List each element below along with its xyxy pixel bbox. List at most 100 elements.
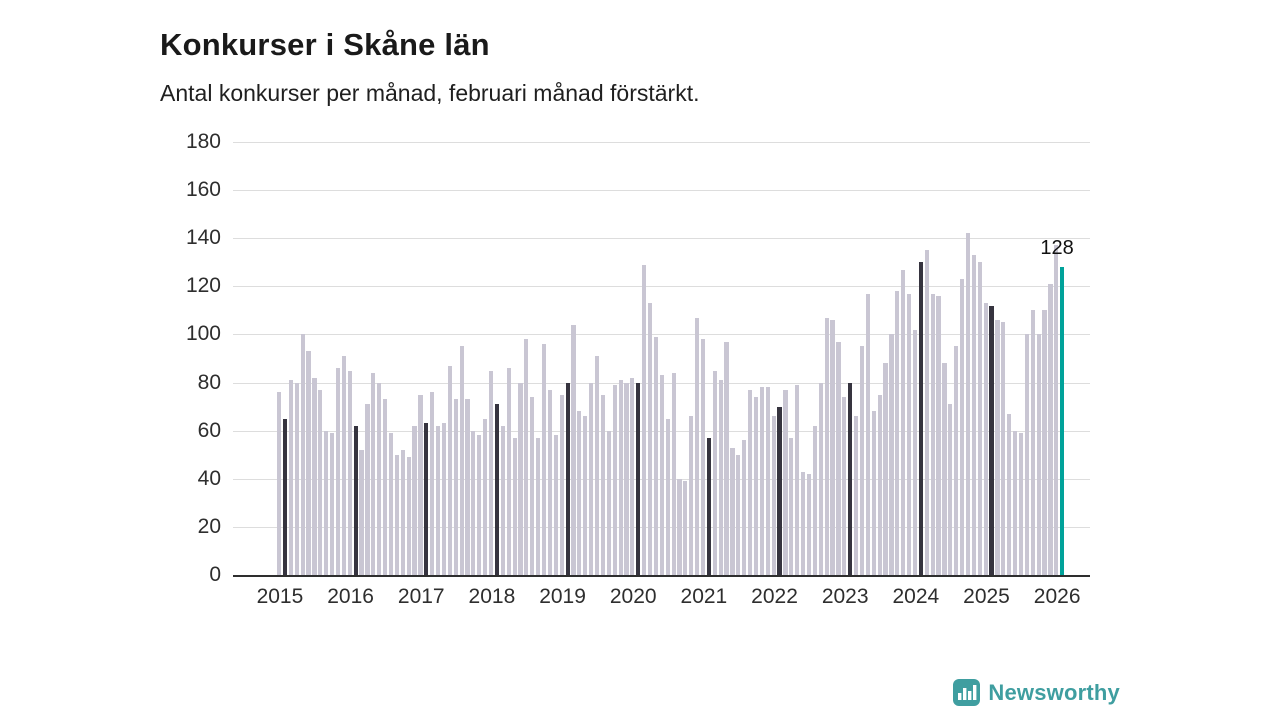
bar bbox=[512, 437, 517, 575]
bar bbox=[806, 473, 812, 575]
bar-chart: 0 20 40 60 80 100 120 140 160 180 2015 2016 2017 201… bbox=[186, 130, 1090, 608]
bar bbox=[700, 339, 706, 575]
bar-february bbox=[282, 418, 288, 575]
bar bbox=[583, 416, 588, 575]
bar bbox=[388, 433, 394, 575]
bar bbox=[907, 293, 912, 575]
bar-february bbox=[353, 425, 358, 575]
bar bbox=[930, 293, 935, 575]
bar bbox=[288, 380, 293, 575]
bar bbox=[618, 380, 623, 575]
bar bbox=[547, 389, 553, 575]
bar bbox=[995, 320, 1000, 575]
bar bbox=[824, 317, 829, 575]
bar bbox=[1054, 245, 1059, 575]
bar bbox=[759, 387, 764, 575]
bar bbox=[524, 339, 529, 575]
bar bbox=[765, 387, 770, 575]
bar bbox=[983, 303, 988, 575]
bar bbox=[889, 334, 894, 575]
bar bbox=[382, 399, 388, 575]
bar bbox=[659, 375, 664, 575]
bar-february bbox=[636, 382, 641, 575]
bar-february bbox=[706, 437, 712, 575]
x-tick-label: 2022 bbox=[751, 585, 798, 608]
bar bbox=[936, 295, 941, 575]
x-tick-label: 2025 bbox=[963, 585, 1010, 608]
bar-february bbox=[777, 406, 782, 575]
bar bbox=[753, 397, 759, 575]
y-tick-label: 180 bbox=[185, 130, 221, 153]
bar bbox=[488, 370, 494, 575]
x-tick-label: 2026 bbox=[1033, 585, 1081, 608]
bar bbox=[718, 380, 723, 575]
bar bbox=[877, 394, 882, 575]
bar bbox=[541, 344, 547, 575]
bar bbox=[477, 435, 482, 575]
bar bbox=[459, 346, 464, 575]
bar bbox=[506, 368, 511, 575]
bar bbox=[748, 389, 753, 575]
bar bbox=[730, 447, 735, 575]
x-tick-label: 2017 bbox=[397, 585, 445, 608]
bar bbox=[977, 262, 982, 575]
branding: Newsworthy bbox=[953, 679, 1120, 706]
bar bbox=[695, 317, 700, 575]
bar-february bbox=[565, 382, 570, 575]
bar bbox=[812, 425, 817, 575]
bar-february bbox=[494, 404, 500, 575]
bar bbox=[912, 329, 918, 575]
bar bbox=[653, 336, 659, 575]
bar bbox=[300, 334, 305, 575]
bar bbox=[1018, 433, 1024, 575]
bar bbox=[665, 418, 670, 575]
gridline bbox=[233, 190, 1090, 192]
bar bbox=[530, 397, 535, 575]
bar bbox=[818, 382, 823, 575]
bar bbox=[536, 437, 541, 575]
y-tick-label: 0 bbox=[209, 563, 221, 586]
bar bbox=[341, 356, 346, 575]
bar bbox=[1036, 334, 1041, 575]
bar-highlight bbox=[1060, 267, 1065, 575]
bar bbox=[335, 368, 341, 575]
bar bbox=[783, 389, 788, 575]
bar bbox=[924, 250, 929, 575]
y-tick-label: 100 bbox=[185, 322, 221, 346]
bar bbox=[836, 341, 841, 575]
bar bbox=[1048, 283, 1053, 575]
bar bbox=[277, 392, 282, 575]
y-tick-label: 80 bbox=[197, 370, 221, 394]
x-tick-label: 2018 bbox=[468, 585, 516, 608]
bar bbox=[394, 454, 399, 575]
bar bbox=[683, 481, 688, 575]
bar-february bbox=[918, 262, 923, 575]
chart-subtitle: Antal konkurser per månad, februari måna… bbox=[160, 80, 700, 106]
y-tick-label: 160 bbox=[185, 178, 221, 202]
bar bbox=[801, 471, 806, 575]
bar bbox=[571, 324, 576, 575]
bar bbox=[642, 264, 647, 575]
bar-february bbox=[848, 382, 853, 575]
bar bbox=[901, 269, 906, 575]
bar bbox=[1030, 310, 1035, 575]
y-tick-label: 140 bbox=[185, 226, 221, 250]
bar bbox=[600, 394, 606, 575]
bar bbox=[400, 449, 405, 575]
bar bbox=[624, 382, 629, 575]
bar bbox=[971, 255, 976, 575]
bar bbox=[1042, 310, 1047, 575]
chart-title: Konkurser i Skåne län bbox=[160, 26, 490, 62]
bar-february bbox=[989, 305, 994, 575]
bar bbox=[942, 363, 947, 575]
bar bbox=[954, 346, 959, 575]
bar bbox=[418, 394, 423, 575]
x-tick-label: 2024 bbox=[892, 585, 940, 608]
bar bbox=[430, 392, 435, 575]
bar bbox=[318, 389, 323, 575]
bar bbox=[518, 382, 523, 575]
brand-name: Newsworthy bbox=[988, 679, 1120, 705]
bar bbox=[842, 397, 847, 575]
newsworthy-logo-icon bbox=[953, 679, 981, 706]
